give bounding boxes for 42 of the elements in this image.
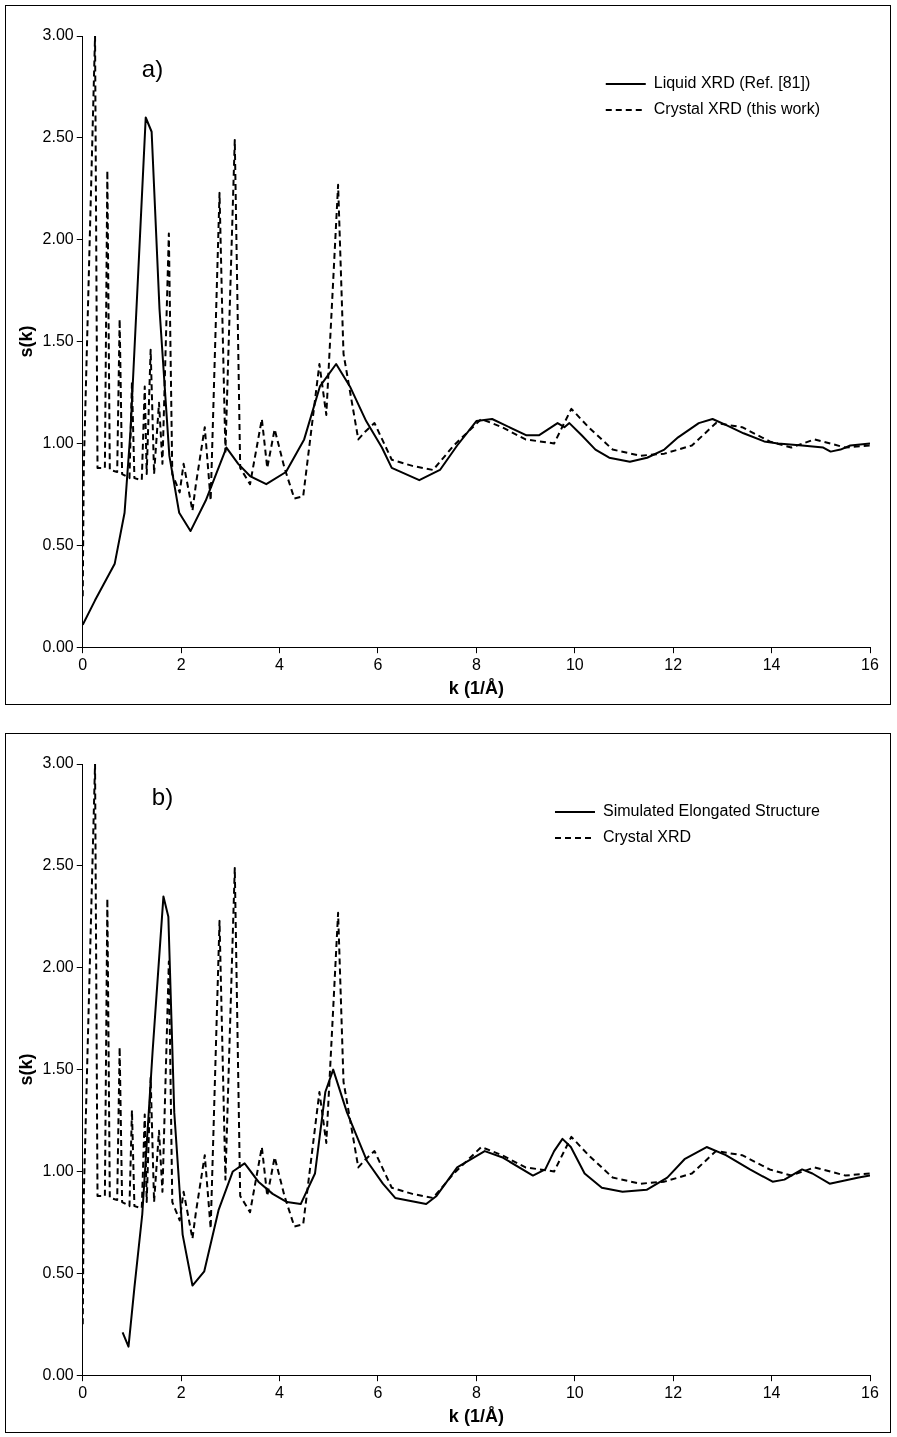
y-tick-label: 1.00 <box>42 1161 74 1179</box>
y-tick-label: 2.50 <box>42 128 74 146</box>
x-tick-label: 2 <box>176 656 186 674</box>
x-tick-label: 12 <box>664 656 683 674</box>
y-tick-label: 2.00 <box>42 958 74 976</box>
legend-label: Liquid XRD (Ref. [81]) <box>653 74 811 92</box>
y-tick-label: 2.50 <box>42 856 74 874</box>
x-tick-label: 0 <box>78 656 88 674</box>
x-tick-label: 16 <box>861 1384 879 1402</box>
x-tick-label: 0 <box>78 1384 88 1402</box>
legend-label: Crystal XRD (this work) <box>653 100 820 118</box>
x-tick-label: 4 <box>275 656 285 674</box>
y-tick-label: 3.00 <box>42 26 74 44</box>
x-axis-title: k (1/Å) <box>448 1406 504 1427</box>
x-tick-label: 4 <box>275 1384 285 1402</box>
y-tick-label: 1.00 <box>42 433 74 451</box>
x-tick-label: 6 <box>373 1384 383 1402</box>
x-tick-label: 8 <box>471 656 481 674</box>
y-tick-label: 3.00 <box>42 754 74 772</box>
legend-label: Simulated Elongated Structure <box>602 802 821 820</box>
y-tick-label: 1.50 <box>42 332 74 350</box>
x-tick-label: 2 <box>176 1384 186 1402</box>
y-tick-label: 0.50 <box>42 535 74 553</box>
x-tick-label: 8 <box>471 1384 481 1402</box>
y-tick-label: 0.50 <box>42 1263 74 1281</box>
x-tick-label: 16 <box>861 656 879 674</box>
y-axis-title: s(k) <box>15 325 36 358</box>
x-tick-label: 10 <box>565 1384 584 1402</box>
y-axis-title: s(k) <box>15 1053 36 1086</box>
y-tick-label: 1.50 <box>42 1060 74 1078</box>
x-tick-label: 12 <box>664 1384 683 1402</box>
x-tick-label: 14 <box>762 1384 781 1402</box>
annotation: a) <box>141 54 164 82</box>
x-tick-label: 10 <box>565 656 584 674</box>
annotation: b) <box>151 782 174 810</box>
y-tick-label: 2.00 <box>42 230 74 248</box>
y-tick-label: 0.00 <box>42 637 74 655</box>
x-tick-label: 14 <box>762 656 781 674</box>
legend-label: Crystal XRD <box>602 828 691 846</box>
y-tick-label: 0.00 <box>42 1365 74 1383</box>
x-tick-label: 6 <box>373 656 383 674</box>
x-axis-title: k (1/Å) <box>448 678 504 699</box>
